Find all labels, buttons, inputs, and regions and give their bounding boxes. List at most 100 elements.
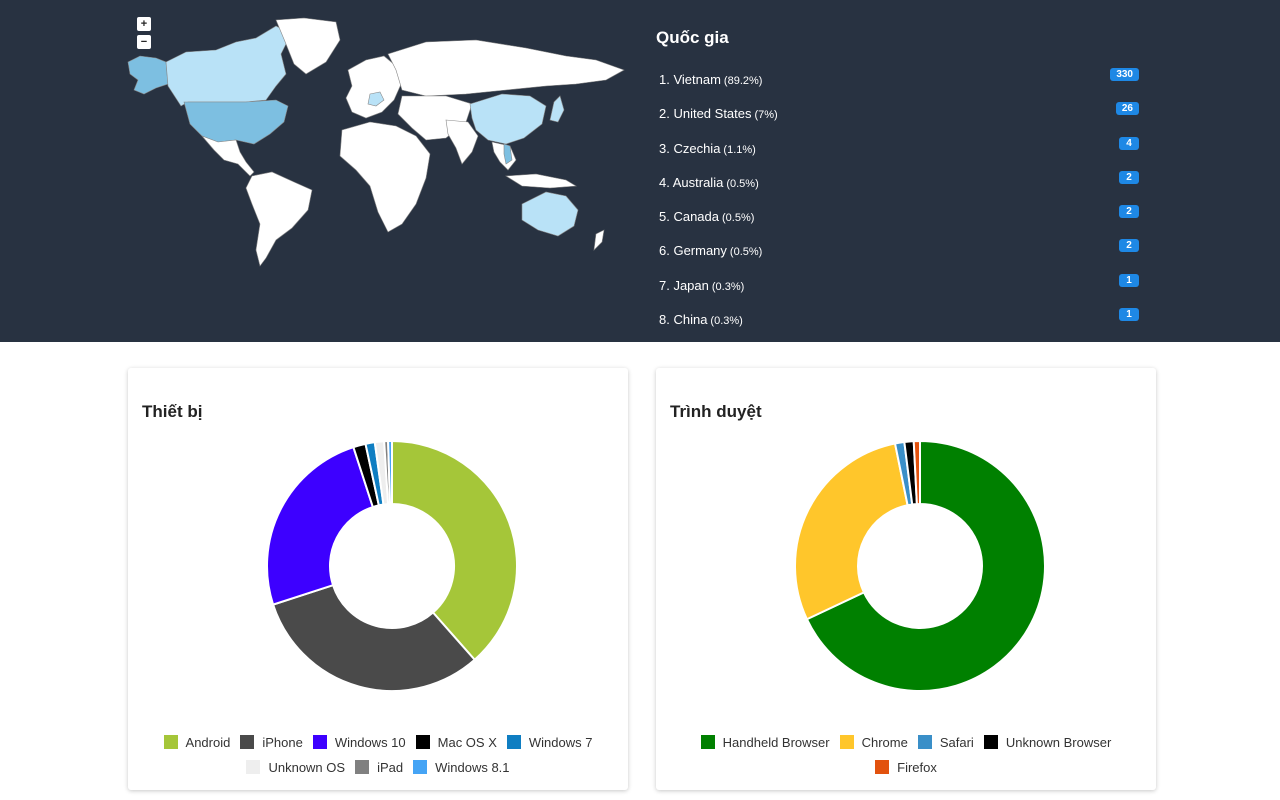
- country-row[interactable]: 1. Vietnam (89.2%) 330: [659, 64, 1139, 98]
- map-region-japan: [549, 95, 565, 123]
- donut-slice-iphone[interactable]: [271, 583, 477, 692]
- donut-slice-chrome[interactable]: [794, 442, 909, 621]
- donut-slice-handheld-browser[interactable]: [805, 439, 1046, 692]
- legend-item[interactable]: iPhone: [240, 730, 303, 755]
- country-percent: (1.1%): [723, 143, 756, 156]
- legend-label: Android: [185, 735, 231, 750]
- map-region-usa: [183, 99, 289, 145]
- legend-item[interactable]: Android: [163, 730, 231, 755]
- country-count-badge: 2: [1119, 170, 1139, 184]
- legend-item[interactable]: Unknown Browser: [983, 730, 1112, 755]
- legend-label: Unknown Browser: [1005, 735, 1112, 750]
- legend-label: iPad: [377, 760, 404, 775]
- legend-swatch: [839, 735, 854, 749]
- legend-label: iPhone: [262, 735, 303, 750]
- country-percent: (7%): [754, 109, 778, 122]
- legend-swatch: [240, 735, 255, 749]
- legend-label: Mac OS X: [437, 735, 497, 750]
- map-region-alaska: [127, 55, 169, 95]
- map-region-central-europe: [367, 91, 385, 107]
- country-percent: (0.5%): [722, 212, 755, 225]
- country-row[interactable]: 2. United States (7%) 26: [659, 98, 1139, 132]
- country-list: 1. Vietnam (89.2%) 330 2. United States (7%)…: [659, 64, 1139, 338]
- country-count-badge: 2: [1119, 205, 1139, 219]
- country-count-badge: 330: [1110, 68, 1139, 81]
- country-count-badge: 1: [1119, 308, 1139, 322]
- country-count-badge: 1: [1119, 273, 1139, 287]
- world-map-svg: [127, 17, 625, 267]
- map-region-india: [445, 119, 479, 165]
- country-percent: (0.3%): [711, 280, 745, 293]
- browsers-donut-chart[interactable]: [656, 368, 1156, 728]
- legend-item[interactable]: Firefox: [875, 755, 937, 780]
- country-name: 5. Canada (0.5%): [659, 209, 754, 224]
- world-map[interactable]: [126, 14, 630, 274]
- legend-item[interactable]: Safari: [917, 730, 974, 755]
- country-row[interactable]: 5. Canada (0.5%) 2: [659, 201, 1139, 235]
- map-zoom-out-button[interactable]: −: [137, 35, 151, 49]
- country-label: 1. Vietnam: [659, 72, 721, 87]
- country-name: 7. Japan (0.3%): [659, 278, 744, 293]
- legend-item[interactable]: iPad: [355, 755, 403, 780]
- legend-label: Windows 7: [528, 735, 593, 750]
- legend-item[interactable]: Mac OS X: [415, 730, 497, 755]
- country-label: 3. Czechia: [659, 140, 721, 156]
- country-name: 4. Australia (0.5%): [659, 175, 759, 190]
- legend-swatch: [355, 760, 370, 774]
- map-region-europe: [345, 55, 403, 119]
- map-region-australia: [521, 191, 579, 237]
- legend-swatch: [506, 735, 521, 749]
- devices-legend: Android iPhone Windows 10 Mac OS X Windows 7…: [138, 730, 618, 780]
- country-label: 6. Germany: [659, 243, 727, 259]
- country-row[interactable]: 8. China (0.3%) 1: [659, 304, 1139, 338]
- legend-label: Windows 8.1: [435, 760, 510, 775]
- country-count-badge: 2: [1119, 239, 1139, 253]
- donut-slice-android[interactable]: [391, 439, 518, 662]
- country-row[interactable]: 4. Australia (0.5%) 2: [659, 167, 1139, 201]
- devices-card: Thiết bị Android iPhone Windows 10 Mac OS X…: [128, 368, 628, 790]
- map-region-new-zealand: [593, 229, 605, 251]
- map-region-indonesia: [505, 173, 577, 189]
- country-name: 2. United States (7%): [659, 106, 778, 121]
- country-name: 6. Germany (0.5%): [659, 243, 762, 258]
- map-region-vietnam: [503, 143, 513, 165]
- legend-swatch: [246, 760, 261, 774]
- country-label: 2. United States: [659, 106, 752, 122]
- country-percent: (0.5%): [729, 246, 763, 259]
- country-row[interactable]: 6. Germany (0.5%) 2: [659, 235, 1139, 269]
- country-label: 8. China: [659, 312, 708, 328]
- devices-title: Thiết bị: [142, 402, 203, 421]
- devices-donut-chart[interactable]: [128, 368, 628, 728]
- countries-title: Quốc gia: [656, 28, 729, 47]
- country-label: 7. Japan: [659, 277, 709, 293]
- legend-swatch: [700, 735, 715, 749]
- legend-label: Handheld Browser: [722, 735, 830, 750]
- donut-slice-windows-8-1[interactable]: [387, 439, 393, 506]
- legend-label: Windows 10: [334, 735, 406, 750]
- donut-slice-windows-10[interactable]: [266, 445, 375, 606]
- legend-swatch: [312, 735, 327, 749]
- country-percent: (89.2%): [723, 75, 763, 87]
- country-row[interactable]: 3. Czechia (1.1%) 4: [659, 133, 1139, 167]
- map-region-mexico: [201, 135, 255, 177]
- map-region-south-america: [245, 171, 313, 267]
- country-count-badge: 26: [1115, 102, 1139, 116]
- legend-item[interactable]: Windows 7: [506, 730, 593, 755]
- browsers-card: Trình duyệt Handheld Browser Chrome Safari…: [656, 368, 1156, 790]
- country-name: 3. Czechia (1.1%): [659, 141, 756, 156]
- legend-label: Firefox: [897, 760, 937, 775]
- map-zoom-in-button[interactable]: +: [137, 17, 151, 31]
- legend-item[interactable]: Unknown OS: [246, 755, 345, 780]
- legend-item[interactable]: Handheld Browser: [700, 730, 830, 755]
- country-count-badge: 4: [1119, 136, 1139, 150]
- donut-slice-firefox[interactable]: [912, 439, 921, 506]
- legend-item[interactable]: Windows 10: [312, 730, 406, 755]
- legend-swatch: [917, 735, 932, 749]
- legend-item[interactable]: Chrome: [839, 730, 908, 755]
- legend-item[interactable]: Windows 8.1: [413, 755, 510, 780]
- map-region-africa: [339, 121, 431, 233]
- country-row[interactable]: 7. Japan (0.3%) 1: [659, 270, 1139, 304]
- legend-label: Chrome: [861, 735, 908, 750]
- map-region-greenland: [275, 17, 341, 75]
- browsers-title: Trình duyệt: [670, 402, 762, 421]
